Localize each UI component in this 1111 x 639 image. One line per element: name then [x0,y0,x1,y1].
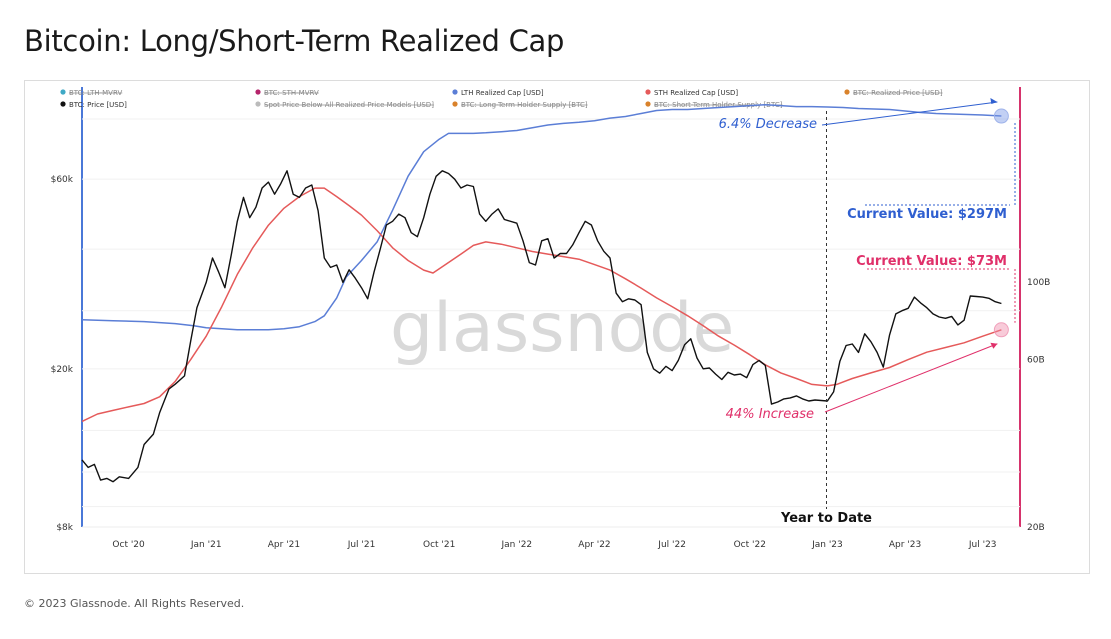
legend-label[interactable]: STH Realized Cap [USD] [654,89,738,97]
series-group [81,103,1002,483]
x-axis-ticks: Oct '20 Jan '21 Apr '21 Jul '21 Oct '21 Jan '… [112,540,996,550]
y-left-tick-label: $60k [51,175,74,185]
x-tick-label: Apr '21 [268,540,300,550]
chart-frame: glassnode BTC: LTH-MVRV BTC: STH-MVRV LTH … [24,80,1090,574]
legend-marker[interactable] [452,101,458,107]
legend-label[interactable]: LTH Realized Cap [USD] [461,89,544,97]
legend-marker[interactable] [645,101,651,107]
series-line [81,170,1002,483]
chart-svg: glassnode BTC: LTH-MVRV BTC: STH-MVRV LTH … [51,87,1051,550]
legend-marker[interactable] [255,89,261,95]
x-tick-label: Apr '23 [889,540,921,550]
y-axis-ticks: $60k $20k $8k 100B 60B 20B [51,175,1051,533]
x-tick-label: Apr '22 [578,540,610,550]
legend: BTC: LTH-MVRV BTC: STH-MVRV LTH Realized C… [60,89,943,109]
sth-change-arrow [824,343,998,413]
y-right-tick-label: 100B [1027,278,1050,288]
x-tick-label: Jul '22 [657,540,686,550]
legend-marker[interactable] [452,89,458,95]
sth-arrow-head [990,342,998,349]
watermark: glassnode [390,289,734,368]
sth-end-marker [993,322,1009,338]
lth-end-marker [993,108,1009,124]
legend-label[interactable]: Spot Price Below All Realized Price Mode… [264,101,434,109]
legend-marker[interactable] [645,89,651,95]
lth-change-arrow [821,101,998,126]
x-tick-label: Jul '23 [968,540,997,550]
lth-arrow-head [990,98,998,105]
sth-current-value: Current Value: $73M [856,254,1007,269]
x-tick-label: Oct '22 [734,540,766,550]
legend-marker[interactable] [60,101,66,107]
legend-marker[interactable] [844,89,850,95]
legend-label[interactable]: BTC: Realized Price [USD] [853,89,943,97]
x-tick-label: Oct '20 [112,540,145,550]
y-left-tick-label: $8k [56,523,73,533]
legend-marker[interactable] [60,89,66,95]
sth-change-label: 44% Increase [726,407,814,422]
lth-current-value: Current Value: $297M [847,207,1007,222]
lth-change-label: 6.4% Decrease [719,117,817,132]
copyright-footer: © 2023 Glassnode. All Rights Reserved. [24,597,245,610]
x-tick-label: Jul '21 [347,540,376,550]
x-tick-label: Oct '21 [423,540,455,550]
legend-label[interactable]: BTC: STH-MVRV [264,89,319,97]
x-tick-label: Jan '22 [500,540,532,550]
series-line [81,187,1002,423]
x-tick-label: Jan '23 [811,540,843,550]
y-left-tick-label: $20k [51,365,74,375]
legend-label[interactable]: BTC: Price [USD] [69,101,127,109]
legend-marker[interactable] [255,101,261,107]
series-line [81,103,1002,331]
ytd-label: Year to Date [780,511,872,526]
legend-label[interactable]: BTC: Long-Term Holder Supply [BTC] [461,101,588,109]
page-title: Bitcoin: Long/Short-Term Realized Cap [24,24,565,58]
x-tick-label: Jan '21 [190,540,222,550]
annotations: Year to Date 6.4% Decrease Current Value: … [719,98,1016,526]
legend-label[interactable]: BTC: Short-Term Holder Supply [BTC] [654,101,783,109]
legend-label[interactable]: BTC: LTH-MVRV [69,89,122,97]
y-right-tick-label: 20B [1027,523,1045,533]
y-right-tick-label: 60B [1027,356,1045,366]
